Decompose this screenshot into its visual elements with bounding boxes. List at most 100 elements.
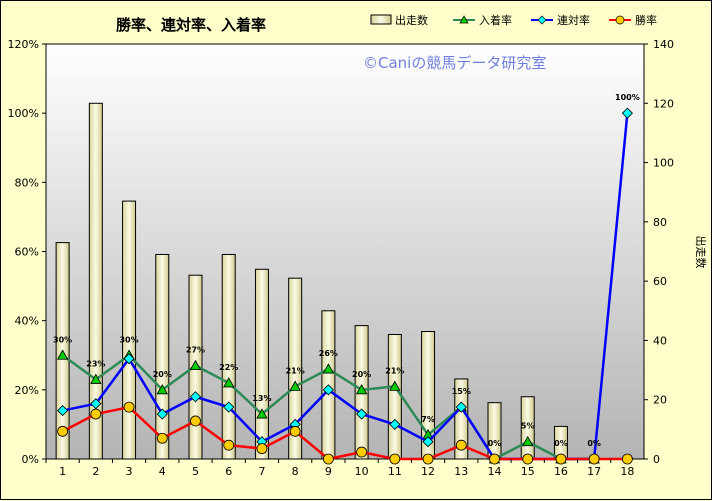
x-tick-label-5: 5 bbox=[192, 465, 199, 478]
watermark-text: ©Caniの競馬データ研究室 bbox=[363, 54, 546, 72]
bar-4 bbox=[155, 253, 170, 460]
x-tick-label-16: 16 bbox=[554, 465, 568, 478]
series-勝率 bbox=[57, 401, 633, 465]
data-label-8: 21% bbox=[286, 366, 305, 375]
marker-連対率-6 bbox=[223, 401, 235, 413]
x-tick-label-1: 1 bbox=[59, 465, 66, 478]
right-tick-label-3: 60 bbox=[653, 275, 667, 288]
marker-入着率-4 bbox=[156, 384, 168, 395]
legend-swatch-bar bbox=[370, 14, 392, 25]
data-label-10: 20% bbox=[352, 370, 371, 379]
data-labels: 30% 23% 30% 20% 27% 22% 13% 21% 26% 20% 21% 7% 15% 0%… bbox=[53, 93, 640, 448]
series-line-勝率 bbox=[62, 405, 628, 461]
marker-入着率-1 bbox=[56, 349, 69, 360]
bar-6 bbox=[221, 253, 236, 460]
right-tick-label-0: 0 bbox=[653, 453, 660, 466]
line-series-group bbox=[56, 107, 633, 465]
left-tick-label-3: 60% bbox=[15, 246, 39, 259]
data-label-18: 100% bbox=[615, 93, 640, 102]
marker-勝率-1 bbox=[57, 425, 69, 437]
x-tick-label-8: 8 bbox=[292, 465, 299, 478]
x-tick-label-17: 17 bbox=[587, 465, 601, 478]
marker-勝率-2 bbox=[90, 408, 102, 420]
x-tick-label-11: 11 bbox=[388, 465, 402, 478]
x-axis: 1 2 3 4 5 6 7 8 9 10 11 12 13 14 15 16 17 18 bbox=[45, 459, 634, 478]
marker-連対率-9 bbox=[322, 384, 334, 396]
marker-入着率-9 bbox=[322, 363, 335, 374]
data-label-3: 30% bbox=[119, 335, 138, 344]
bar-2 bbox=[88, 102, 103, 460]
data-label-6: 22% bbox=[219, 363, 238, 372]
marker-勝率-15 bbox=[522, 453, 534, 465]
legend-label-bar: 出走数 bbox=[395, 13, 428, 27]
x-tick-label-6: 6 bbox=[225, 465, 232, 478]
marker-勝率-10 bbox=[356, 446, 368, 458]
legend-item-出走数: 出走数 bbox=[370, 13, 428, 27]
right-tick-label-1: 20 bbox=[653, 394, 667, 407]
right-tick-label-5: 100 bbox=[653, 157, 674, 170]
marker-連対率-10 bbox=[356, 408, 368, 420]
marker-連対率-4 bbox=[156, 408, 168, 420]
legend-item-勝率: 勝率 bbox=[609, 13, 657, 27]
x-tick-label-18: 18 bbox=[620, 465, 634, 478]
marker-勝率-11 bbox=[389, 453, 401, 465]
left-tick-label-2: 40% bbox=[15, 315, 39, 328]
data-label-16: 0% bbox=[554, 439, 568, 448]
data-label-14: 0% bbox=[488, 439, 502, 448]
marker-勝率-5 bbox=[190, 415, 201, 427]
marker-連対率-11 bbox=[389, 418, 401, 430]
data-label-15: 5% bbox=[521, 422, 535, 431]
bar-7 bbox=[254, 268, 269, 460]
x-tick-label-4: 4 bbox=[159, 465, 166, 478]
x-tick-label-15: 15 bbox=[521, 465, 535, 478]
legend-label-連対率: 連対率 bbox=[557, 13, 590, 27]
marker-入着率-2 bbox=[90, 373, 102, 384]
x-tick-label-9: 9 bbox=[325, 465, 332, 478]
right-tick-label-4: 80 bbox=[653, 216, 667, 229]
bar-8 bbox=[288, 277, 303, 460]
marker-勝率-8 bbox=[289, 425, 301, 437]
marker-入着率-11 bbox=[389, 380, 401, 391]
left-tick-label-5: 100% bbox=[8, 107, 39, 120]
x-tick-label-12: 12 bbox=[421, 465, 435, 478]
data-label-5: 27% bbox=[186, 346, 205, 355]
marker-入着率-8 bbox=[289, 380, 301, 391]
data-label-1: 30% bbox=[53, 335, 72, 344]
marker-連対率-18 bbox=[621, 107, 633, 119]
marker-入着率-15 bbox=[522, 435, 534, 447]
right-tick-label-6: 120 bbox=[653, 97, 674, 110]
marker-勝率-3 bbox=[123, 401, 135, 413]
bar-11 bbox=[387, 334, 402, 460]
x-tick-label-7: 7 bbox=[258, 465, 265, 478]
marker-勝率-9 bbox=[322, 453, 334, 465]
x-tick-label-13: 13 bbox=[454, 465, 468, 478]
legend-marker-勝率 bbox=[615, 15, 625, 25]
marker-勝率-17 bbox=[588, 453, 600, 465]
marker-勝率-4 bbox=[156, 432, 168, 444]
x-tick-label-10: 10 bbox=[355, 465, 369, 478]
left-tick-label-0: 0% bbox=[22, 453, 39, 466]
data-label-2: 23% bbox=[86, 359, 105, 368]
left-tick-label-1: 20% bbox=[15, 384, 39, 397]
bar-3 bbox=[122, 200, 137, 460]
marker-入着率-10 bbox=[355, 384, 368, 395]
marker-勝率-12 bbox=[422, 453, 434, 465]
data-label-13: 15% bbox=[452, 387, 471, 396]
marker-勝率-6 bbox=[223, 439, 235, 451]
marker-入着率-7 bbox=[256, 408, 268, 419]
marker-連対率-3 bbox=[123, 353, 135, 365]
marker-連対率-12 bbox=[422, 436, 434, 448]
data-label-4: 20% bbox=[153, 370, 172, 379]
marker-連対率-1 bbox=[57, 405, 69, 417]
right-tick-label-2: 40 bbox=[653, 334, 667, 347]
marker-連対率-5 bbox=[189, 391, 202, 403]
data-label-11: 21% bbox=[385, 366, 404, 375]
legend-marker-入着率 bbox=[459, 15, 469, 24]
marker-勝率-18 bbox=[621, 453, 633, 465]
legend-item-入着率: 入着率 bbox=[453, 13, 512, 27]
left-tick-label-6: 120% bbox=[8, 38, 39, 51]
marker-入着率-5 bbox=[189, 359, 202, 371]
marker-勝率-16 bbox=[555, 453, 567, 465]
marker-勝率-14 bbox=[489, 453, 500, 465]
